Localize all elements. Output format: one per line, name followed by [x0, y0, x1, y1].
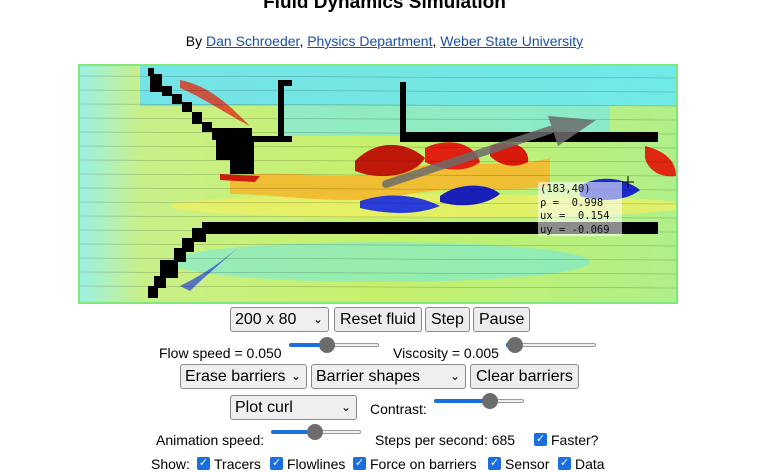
step-button[interactable]: Step [425, 307, 470, 332]
contrast-slider[interactable] [434, 393, 524, 409]
slider-fill [271, 430, 315, 434]
chevron-down-icon: ⌄ [340, 400, 351, 414]
byline-sep-2: , [432, 33, 441, 49]
department-link[interactable]: Physics Department [307, 33, 433, 49]
vortex-blue-2 [440, 185, 500, 206]
barrier-segment [400, 82, 406, 140]
barrier-segment [230, 160, 254, 174]
barrier-segment [150, 74, 162, 92]
force-checkbox[interactable]: ✓ [353, 457, 366, 470]
author-link[interactable]: Dan Schroeder [206, 33, 300, 49]
barrier-segment [148, 286, 158, 298]
barrier-segment [202, 122, 212, 132]
barrier-segment [148, 68, 154, 76]
sensor-checkbox[interactable]: ✓ [488, 457, 501, 470]
sensor-uy: uy = -0.069 [540, 223, 610, 236]
plot-type-select[interactable]: Plot curl ⌄ [230, 395, 357, 420]
sensor-label: Sensor [505, 456, 550, 472]
barrier-segment [216, 140, 254, 160]
barrier-segment [212, 128, 252, 140]
data-checkbox[interactable]: ✓ [558, 457, 571, 470]
barrier-segment [172, 94, 182, 104]
flowlines-label: Flowlines [287, 456, 346, 472]
byline-sep-1: , [299, 33, 308, 49]
plot-type-value: Plot curl [235, 399, 293, 416]
flow-speed-label: Flow speed = 0.050 [159, 345, 282, 361]
tip-vortex-red [220, 174, 260, 182]
university-link[interactable]: Weber State University [440, 33, 584, 49]
slider-thumb[interactable] [318, 337, 335, 353]
slider-thumb[interactable] [507, 337, 524, 353]
viscosity-slider[interactable] [506, 337, 596, 353]
animation-speed-slider[interactable] [271, 424, 361, 440]
reset-fluid-button[interactable]: Reset fluid [334, 307, 422, 332]
data-label: Data [575, 456, 605, 472]
barrier-shapes-value: Barrier shapes [316, 368, 421, 385]
chevron-down-icon: ⌄ [449, 369, 460, 383]
barrier-segment [162, 86, 172, 96]
chevron-down-icon: ⌄ [312, 312, 323, 326]
slider-thumb[interactable] [482, 393, 499, 409]
page-title: Fluid Dynamics Simulation [263, 0, 506, 13]
faster-checkbox[interactable]: ✓ [534, 433, 547, 446]
grid-size-select[interactable]: 200 x 80 ⌄ [230, 307, 329, 332]
animation-speed-label: Animation speed: [156, 432, 265, 448]
vortex-red-4 [645, 146, 676, 177]
slider-fill [434, 399, 493, 403]
steps-per-second: Steps per second: 685 [375, 432, 516, 448]
vortex-red-1 [355, 144, 425, 177]
sensor-ux: ux = 0.154 [540, 210, 610, 222]
lower-flow-region [170, 242, 590, 282]
sensor-rho: ρ = 0.998 [540, 196, 604, 209]
force-arrow [382, 116, 596, 188]
upper-flow-region [140, 66, 676, 106]
clear-barriers-button[interactable]: Clear barriers [470, 364, 579, 389]
vortex-blue-1 [360, 195, 440, 213]
viscosity-label: Viscosity = 0.005 [393, 345, 499, 361]
contrast-label: Contrast: [370, 401, 427, 417]
byline: By Dan Schroeder, Physics Department, We… [0, 33, 769, 49]
tracers-checkbox[interactable]: ✓ [197, 457, 210, 470]
barrier-segment [278, 80, 284, 140]
erase-barriers-select[interactable]: Erase barriers ⌄ [180, 364, 307, 389]
sensor-readout: (183,40) ρ = 0.998 ux = 0.154 uy = -0.06… [538, 182, 622, 236]
edge-vortex-upper [180, 80, 250, 126]
flowlines-checkbox[interactable]: ✓ [270, 457, 283, 470]
force-label: Force on barriers [370, 456, 477, 472]
grid-size-value: 200 x 80 [235, 311, 297, 328]
sensor-crosshair[interactable] [622, 176, 634, 188]
barrier-shapes-select[interactable]: Barrier shapes ⌄ [311, 364, 466, 389]
byline-prefix: By [185, 33, 207, 49]
show-label: Show: [151, 456, 190, 472]
erase-barriers-value: Erase barriers [185, 368, 286, 385]
barrier-segment [160, 260, 178, 278]
sensor-coords: (183,40) [540, 183, 591, 195]
barrier-segment [182, 102, 192, 112]
slider-thumb[interactable] [306, 424, 323, 440]
chevron-down-icon: ⌄ [290, 369, 301, 383]
slider-fill [289, 343, 325, 347]
barrier-segment [278, 80, 292, 86]
flow-speed-slider[interactable] [289, 337, 379, 353]
barrier-segment [154, 276, 166, 288]
faster-label: Faster? [551, 432, 599, 448]
barrier-segment [252, 136, 292, 142]
edge-vortex-lower [180, 236, 250, 291]
slider-fill [506, 343, 508, 347]
pause-button[interactable]: Pause [473, 307, 531, 332]
barrier-segment [192, 112, 202, 124]
barrier-segment [192, 228, 206, 242]
simulation-canvas[interactable]: (183,40) ρ = 0.998 ux = 0.154 uy = -0.06… [78, 64, 678, 304]
tracers-label: Tracers [214, 456, 261, 472]
barrier-segment [174, 248, 186, 262]
simulation-field[interactable] [80, 66, 676, 302]
